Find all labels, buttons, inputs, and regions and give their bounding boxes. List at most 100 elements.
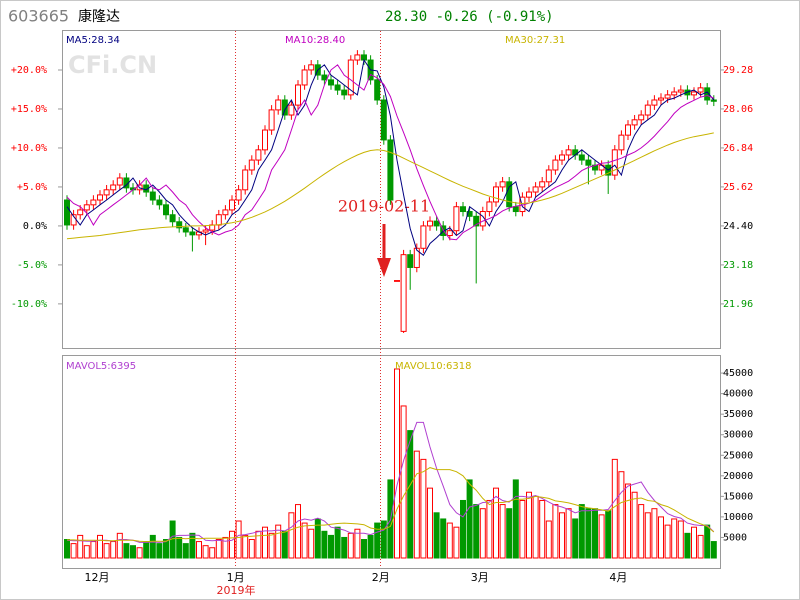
volume-bar bbox=[70, 543, 77, 559]
candle-body bbox=[545, 169, 552, 183]
candle-body bbox=[631, 119, 638, 126]
candle bbox=[486, 197, 493, 217]
volume-bar bbox=[512, 479, 519, 559]
volume-bar bbox=[248, 539, 255, 559]
candle bbox=[506, 177, 513, 212]
candle-body bbox=[697, 87, 704, 93]
volume-bar bbox=[578, 504, 585, 559]
x-tick-label: 2月 bbox=[372, 571, 390, 584]
legend-entry: MAVOL5:6395 bbox=[66, 361, 136, 372]
candle-body bbox=[182, 227, 189, 233]
candle-body bbox=[354, 54, 361, 61]
volume-bar bbox=[664, 524, 671, 559]
candle bbox=[420, 221, 427, 254]
candle-body bbox=[90, 199, 97, 206]
candle bbox=[77, 205, 84, 220]
volume-bar bbox=[196, 541, 202, 559]
candle-body bbox=[413, 247, 420, 268]
candle bbox=[512, 201, 519, 217]
volume-bar bbox=[625, 483, 631, 559]
y2-tick-label: +20.0% bbox=[11, 65, 47, 76]
candle-body bbox=[486, 201, 493, 213]
volume-bar bbox=[466, 479, 473, 559]
candle bbox=[189, 227, 196, 252]
volume-bar bbox=[90, 541, 97, 559]
volume-bar bbox=[592, 508, 598, 559]
candle-body bbox=[275, 99, 282, 111]
volume-bar bbox=[460, 499, 466, 559]
volume-bar bbox=[262, 526, 268, 559]
candle-body bbox=[499, 181, 506, 188]
volume-bar bbox=[427, 487, 433, 559]
candle-body bbox=[295, 84, 301, 106]
legend-entry: MAVOL10:6318 bbox=[395, 361, 471, 372]
candle-body bbox=[281, 99, 288, 116]
volume-bar bbox=[281, 530, 288, 559]
volume-bar bbox=[446, 522, 453, 559]
volume-bar bbox=[486, 499, 493, 559]
volume-bar bbox=[572, 518, 579, 559]
candle-body bbox=[585, 159, 592, 166]
candle-body bbox=[473, 215, 480, 227]
candle bbox=[453, 201, 460, 236]
candle-body bbox=[433, 220, 440, 227]
y-tick-label: 28.06 bbox=[723, 104, 753, 115]
y2-tick-label: 0.0% bbox=[23, 221, 47, 232]
candle bbox=[611, 145, 618, 180]
price-frame bbox=[62, 30, 721, 349]
volume-bar bbox=[143, 541, 150, 559]
volume-bar bbox=[301, 522, 308, 559]
candle bbox=[539, 177, 546, 192]
volume-bar bbox=[103, 543, 110, 559]
candle bbox=[64, 195, 70, 230]
volume-bar bbox=[400, 405, 407, 559]
candle-body bbox=[334, 84, 341, 91]
y2-tick-label: +15.0% bbox=[11, 104, 47, 115]
candle-body bbox=[506, 181, 513, 208]
candle-body bbox=[644, 104, 651, 116]
volume-bar bbox=[644, 512, 651, 559]
candle-body bbox=[387, 139, 394, 201]
candle-body bbox=[301, 69, 308, 86]
candle bbox=[473, 211, 480, 284]
candle-body bbox=[460, 206, 466, 213]
candle-body bbox=[479, 211, 486, 227]
stock-code: 603665 bbox=[8, 7, 69, 26]
y2-tick-label: -5.0% bbox=[17, 260, 47, 271]
legend-entry: MA10:28.40 bbox=[285, 35, 345, 46]
volume-bar bbox=[215, 539, 222, 559]
candle-body bbox=[691, 91, 697, 96]
candle bbox=[156, 195, 163, 210]
candle bbox=[235, 185, 242, 205]
candle bbox=[704, 83, 711, 105]
volume-bar bbox=[182, 543, 189, 559]
candle bbox=[545, 165, 552, 187]
candle-body bbox=[328, 79, 334, 86]
volume-bar bbox=[631, 491, 638, 559]
candle bbox=[116, 173, 123, 190]
stock-name: 康隆达 bbox=[78, 8, 120, 25]
candle bbox=[585, 155, 592, 185]
candle bbox=[651, 95, 658, 110]
candle-body bbox=[202, 229, 209, 233]
candle bbox=[625, 120, 631, 140]
candle bbox=[658, 93, 664, 105]
candle-body bbox=[578, 154, 585, 161]
volume-bar bbox=[545, 520, 552, 559]
candle-body bbox=[64, 199, 70, 226]
candle bbox=[341, 85, 348, 100]
quote: 28.30 -0.26 (-0.91%) bbox=[385, 9, 554, 25]
candle-body bbox=[189, 231, 196, 236]
volume-bar bbox=[295, 504, 301, 559]
candle bbox=[242, 165, 249, 195]
candle-body bbox=[618, 134, 625, 151]
volume-bar bbox=[242, 534, 249, 559]
candle bbox=[427, 216, 433, 231]
candle-body bbox=[149, 191, 156, 201]
candle bbox=[90, 195, 97, 210]
volume-bar bbox=[539, 499, 546, 559]
candle bbox=[334, 80, 341, 95]
y-tick-label: 40000 bbox=[723, 389, 753, 400]
candle bbox=[248, 155, 255, 175]
